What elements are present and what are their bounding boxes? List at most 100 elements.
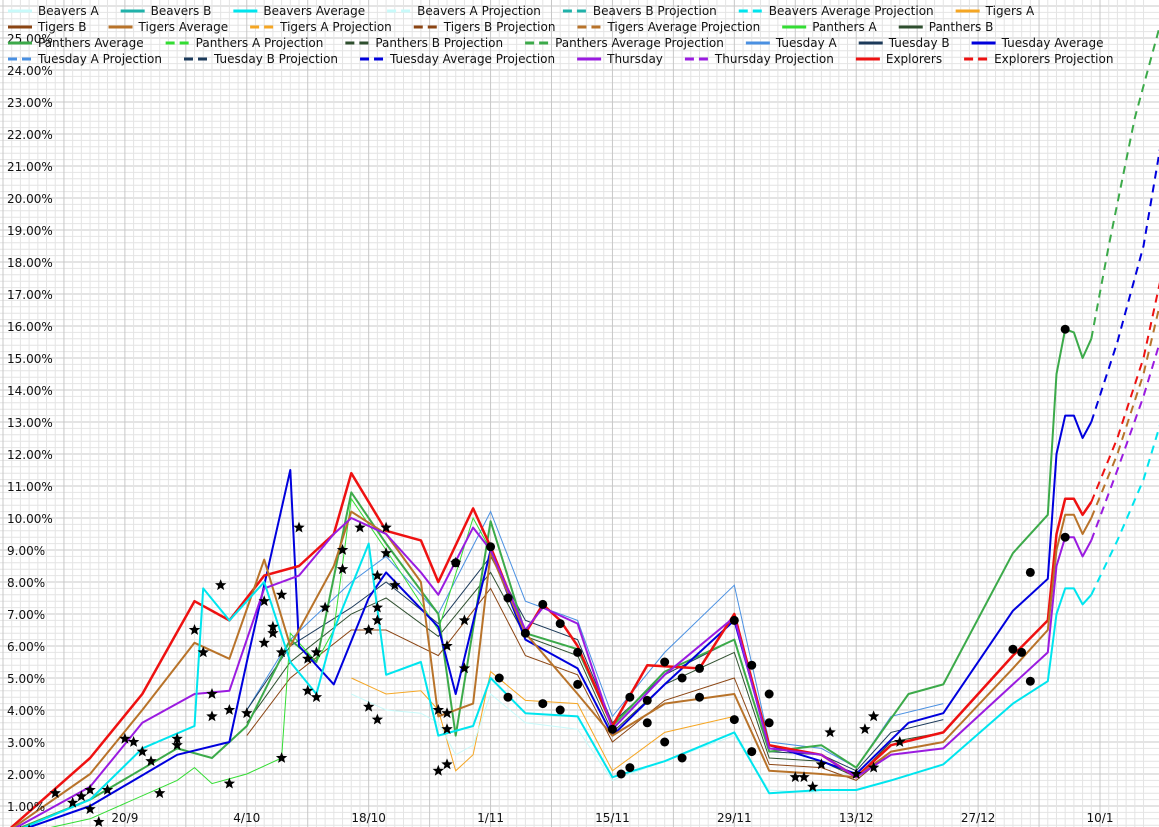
star-marker-41: [363, 624, 375, 635]
circle-marker-2: [503, 593, 513, 603]
legend-item: Tigers B: [8, 20, 87, 34]
circle-marker-21: [729, 715, 739, 725]
series-line-explorers: [9, 471, 1093, 827]
star-marker-30: [275, 646, 288, 658]
circle-marker-31: [1060, 532, 1070, 542]
star-marker-8: [101, 784, 114, 795]
y-tick-label: 18.00%: [7, 256, 53, 270]
star-marker-20: [206, 710, 218, 722]
legend-label: Panthers B Projection: [375, 36, 503, 50]
series-projection-explorers: [1090, 282, 1159, 503]
legend-label: Panthers A: [812, 20, 877, 34]
series-line-tuesday-average: [26, 414, 1093, 827]
star-marker-6: [84, 803, 96, 815]
star-marker-51: [432, 764, 444, 776]
legend-item: Panthers B: [898, 20, 993, 34]
star-marker-43: [371, 569, 384, 581]
star-marker-13: [145, 755, 157, 767]
circle-marker-15: [660, 737, 670, 747]
star-marker-25: [258, 636, 270, 648]
series-projection-beavers-average: [1090, 424, 1159, 596]
star-marker-17: [188, 624, 201, 635]
x-tick-label: 10/1: [1087, 811, 1114, 825]
star-marker-61: [789, 771, 801, 783]
legend-label: Tuesday B: [888, 36, 950, 50]
legend-label: Beavers Average Projection: [769, 4, 934, 18]
circle-marker-29: [1025, 676, 1035, 686]
x-tick-label: 4/10: [233, 811, 260, 825]
legend-label: Tuesday Average: [1001, 36, 1104, 50]
thin-series-line-2: [246, 571, 944, 778]
star-marker-49: [389, 579, 401, 591]
legend-item: Tuesday A Projection: [8, 52, 162, 66]
thin-series-lines: [50, 497, 944, 827]
circle-marker-13: [642, 718, 652, 728]
series-lines: [9, 25, 1159, 827]
circle-marker-16: [677, 673, 687, 683]
y-tick-label: 17.00%: [7, 288, 53, 302]
legend-label: Beavers A Projection: [417, 4, 541, 18]
legend-item: Beavers B Projection: [562, 4, 717, 18]
legend-item: Thursday: [577, 52, 663, 66]
legend-label: Beavers Average: [263, 4, 365, 18]
x-tick-label: 20/9: [111, 811, 138, 825]
legend-item: Tigers Average: [108, 20, 228, 34]
x-axis-tick-labels: 20/9 4/10 18/10 1/11 15/11 29/11 13/12 27/12 10/…: [111, 811, 1113, 825]
circle-marker-7: [573, 679, 583, 689]
legend-label: Explorers: [886, 52, 942, 66]
star-marker-55: [441, 758, 453, 770]
legend-item: Panthers Average Projection: [525, 36, 724, 50]
series-projection-panthers-average: [1090, 25, 1159, 339]
y-tick-label: 13.00%: [7, 416, 53, 430]
star-marker-53: [441, 707, 453, 719]
star-marker-16: [171, 732, 183, 744]
star-marker-44: [371, 601, 384, 613]
star-marker-63: [815, 758, 828, 770]
star-marker-9: [93, 816, 105, 827]
legend-label: Tigers A Projection: [279, 20, 392, 34]
y-tick-label: 5.00%: [7, 672, 45, 686]
star-marker-52: [441, 640, 453, 651]
circle-marker-17: [677, 753, 687, 763]
y-tick-label: 10.00%: [7, 512, 53, 526]
star-marker-59: [824, 726, 836, 738]
circle-marker-28: [1025, 567, 1035, 577]
y-tick-label: 6.00%: [7, 640, 45, 654]
x-tick-label: 27/12: [961, 811, 996, 825]
thin-series-line-5: [351, 670, 735, 772]
star-marker-58: [458, 662, 471, 674]
y-tick-label: 19.00%: [7, 224, 53, 238]
legend-label: Explorers Projection: [994, 52, 1113, 66]
star-marker-12: [119, 732, 131, 744]
star-marker-54: [441, 723, 453, 735]
legend-item: Tuesday B Projection: [184, 52, 338, 66]
legend-label: Beavers B Projection: [593, 4, 717, 18]
series-line-thursday: [15, 517, 1093, 827]
circle-marker-22: [747, 660, 757, 670]
thin-series-line-0: [246, 510, 944, 769]
y-tick-label: 8.00%: [7, 576, 45, 590]
legend-item: Tuesday B: [858, 36, 950, 50]
star-marker-29: [275, 588, 288, 600]
star-marker-50: [432, 704, 444, 715]
legend-item: Beavers Average Projection: [738, 4, 934, 18]
star-marker-23: [223, 777, 236, 789]
circle-marker-25: [764, 718, 774, 728]
star-marker-7: [84, 784, 96, 795]
legend-item: Explorers Projection: [964, 52, 1113, 66]
star-marker-21: [215, 579, 227, 591]
y-tick-label: 21.00%: [7, 160, 53, 174]
legend-item: Explorers: [855, 52, 942, 66]
star-marker-36: [310, 691, 323, 703]
legend-item: Beavers A: [8, 4, 99, 18]
y-tick-label: 24.00%: [7, 64, 53, 78]
data-markers: [19, 324, 1070, 827]
legend-label: Panthers A Projection: [196, 36, 324, 50]
star-marker-22: [223, 704, 236, 715]
legend-item: Tigers B Projection: [413, 20, 555, 34]
legend-item: Tigers Average Projection: [577, 20, 760, 34]
star-marker-19: [206, 688, 218, 699]
star-marker-3: [49, 787, 61, 799]
star-marker-32: [293, 521, 305, 533]
star-marker-31: [275, 752, 288, 763]
